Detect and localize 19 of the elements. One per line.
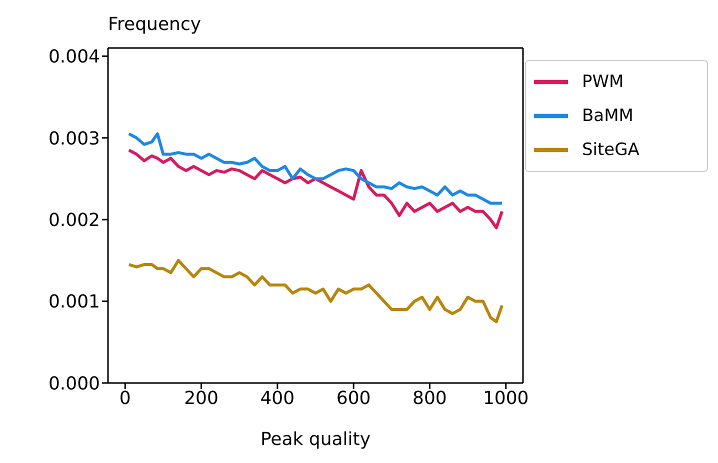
legend-label: BaMM: [582, 106, 634, 126]
y-tick-label: 0.003: [48, 128, 100, 150]
x-tick-label: 200: [184, 388, 218, 409]
x-axis-title: Peak quality: [260, 429, 371, 450]
legend-label: SiteGA: [582, 140, 640, 160]
y-tick-label: 0.000: [48, 373, 100, 394]
y-axis-title: Frequency: [108, 14, 201, 35]
y-tick-label: 0.004: [48, 46, 100, 68]
line-series: [127, 258, 504, 324]
y-tick-label: 0.001: [48, 292, 100, 313]
x-tick-label: 600: [336, 388, 371, 409]
x-tick-label: 0: [119, 388, 131, 409]
x-tick-label: 400: [260, 388, 295, 409]
legend-label: PWM: [582, 72, 624, 92]
y-tick-label: 0.002: [48, 210, 100, 231]
line-series: [127, 132, 504, 205]
line-series: [127, 148, 504, 230]
x-tick-label: 800: [412, 388, 447, 409]
x-tick-label: 1000: [482, 388, 529, 409]
